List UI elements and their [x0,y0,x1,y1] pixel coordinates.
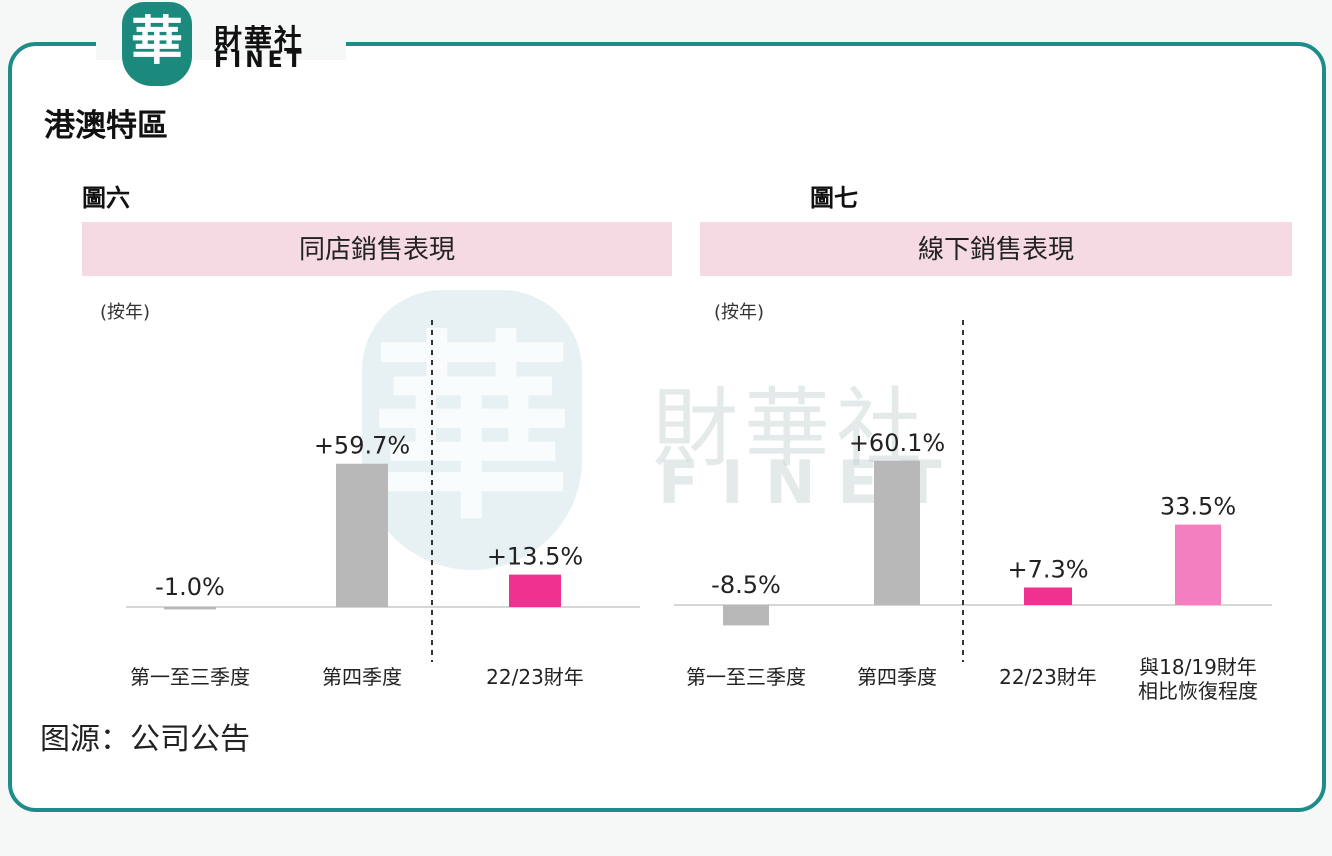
data-label: +7.3% [1007,555,1088,583]
logo-name-en: FINET [214,48,306,73]
chart-title-banner-7: 線下銷售表現 [700,222,1292,276]
bar [1175,524,1221,605]
category-label: 相比恢復程度 [1138,679,1258,703]
bar [509,574,561,607]
content-frame [8,42,1326,812]
category-label: 第四季度 [857,665,937,689]
data-label: +13.5% [487,543,583,571]
data-label: +59.7% [314,432,410,460]
data-label: -8.5% [711,571,781,599]
source-note: 图源：公司公告 [40,722,250,757]
bar [164,607,216,610]
data-label: +60.1% [849,429,945,457]
category-label: 第四季度 [322,665,402,689]
unit-label-6: (按年) [100,302,151,323]
bar [874,460,920,605]
unit-label-7: (按年) [714,302,765,323]
logo-name-cn: 財華社 [214,23,305,56]
finet-seal-logo: 華 [122,2,192,86]
bar [336,463,388,607]
figure-label-6: 圖六 [82,184,130,212]
bar [1024,587,1072,605]
category-label: 22/23財年 [486,665,584,689]
section-title: 港澳特區 [44,108,168,144]
bar [723,605,769,626]
chart-title-banner-6: 同店銷售表現 [82,222,672,276]
figure-label-7: 圖七 [810,184,858,212]
category-label: 與18/19財年 [1139,655,1257,679]
category-label: 第一至三季度 [130,665,250,689]
data-label: -1.0% [155,573,225,601]
category-label: 第一至三季度 [686,665,806,689]
watermark-seal: 華 [362,290,582,570]
category-label: 22/23財年 [999,665,1097,689]
data-label: 33.5% [1160,493,1236,521]
